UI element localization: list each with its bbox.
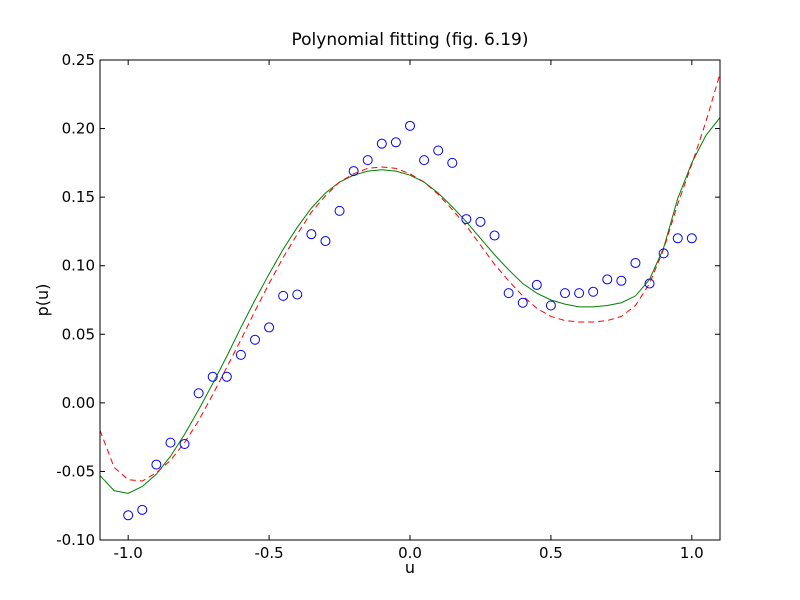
plot-clip-group [100, 73, 720, 521]
data-point [461, 214, 472, 225]
data-point [151, 459, 162, 470]
y-axis-label: p(u) [33, 284, 52, 317]
data-point [320, 236, 331, 247]
data-point [278, 290, 289, 301]
y-tick-label: -0.10 [56, 531, 95, 549]
plot-area [100, 73, 720, 521]
data-point [531, 279, 542, 290]
x-tick-label: -0.5 [254, 544, 283, 562]
data-point [376, 138, 387, 149]
data-point [165, 437, 176, 448]
data-point [658, 248, 669, 259]
data-point [517, 297, 528, 308]
data-point [334, 205, 345, 216]
data-point [419, 155, 430, 166]
data-point [250, 334, 260, 345]
data-point [390, 137, 401, 148]
data-point [489, 230, 500, 241]
data-point [588, 286, 599, 297]
data-point [235, 349, 246, 360]
data-point [306, 229, 317, 240]
data-point [179, 439, 190, 449]
data-point [616, 275, 627, 286]
solid-fit-line [100, 117, 720, 494]
y-tick-label: 0.25 [62, 51, 95, 69]
x-tick-label: 0.5 [539, 544, 563, 562]
data-point [292, 289, 303, 300]
y-tick-label: 0.20 [62, 120, 95, 138]
data-point [602, 274, 613, 285]
data-point [207, 371, 218, 382]
data-point [123, 510, 134, 521]
data-point [560, 288, 570, 299]
x-tick-label: 1.0 [680, 544, 704, 562]
data-point [503, 288, 514, 299]
y-tick-label: -0.05 [56, 462, 95, 480]
chart-title: Polynomial fitting (fig. 6.19) [292, 30, 529, 50]
data-point [686, 233, 697, 244]
data-point [193, 388, 204, 399]
data-point [630, 257, 641, 268]
ticks: -1.0 -0.5 0.0 0.5 1.0 -0.10 -0.05 0.00 0.05 0.10 0… [56, 51, 720, 562]
x-tick-label: -1.0 [114, 544, 143, 562]
y-tick-label: 0.15 [62, 188, 95, 206]
data-point [475, 216, 486, 227]
y-tick-label: 0.00 [62, 394, 95, 412]
data-point [348, 166, 359, 177]
y-tick-label: 0.10 [62, 257, 95, 275]
data-point [574, 288, 585, 299]
data-point [672, 233, 683, 244]
data-point [362, 155, 373, 166]
data-point [545, 300, 556, 311]
data-point [433, 145, 444, 156]
data-point [137, 504, 148, 515]
data-point [221, 371, 232, 382]
data-point [405, 120, 415, 131]
data-point [447, 157, 458, 168]
data-point [264, 322, 275, 333]
x-tick-label: 0.0 [398, 544, 422, 562]
data-point [644, 278, 655, 289]
y-tick-label: 0.05 [62, 325, 95, 343]
x-axis-label: u [405, 558, 415, 577]
